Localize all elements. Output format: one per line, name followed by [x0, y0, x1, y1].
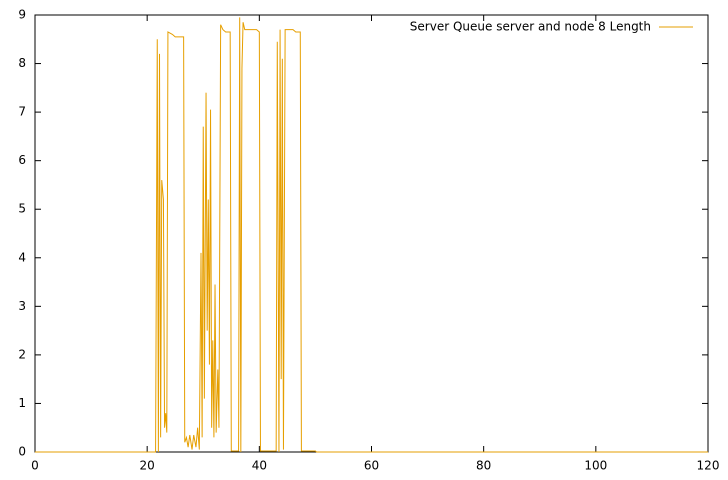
x-tick-label: 0 — [31, 459, 39, 473]
x-tick-label: 40 — [252, 459, 267, 473]
y-tick-label: 7 — [18, 105, 26, 119]
y-tick-label: 2 — [18, 347, 26, 361]
y-tick-label: 1 — [18, 396, 26, 410]
y-tick-label: 4 — [18, 250, 26, 264]
x-tick-label: 120 — [697, 459, 720, 473]
plot-border — [34, 14, 709, 453]
y-tick-label: 3 — [18, 299, 26, 313]
x-tick-label: 100 — [584, 459, 607, 473]
x-tick-label: 80 — [476, 459, 491, 473]
x-tick-label: 20 — [140, 459, 155, 473]
y-tick-label: 0 — [18, 445, 26, 459]
y-tick-label: 6 — [18, 153, 26, 167]
x-tick-label: 60 — [364, 459, 379, 473]
series-line — [35, 17, 708, 453]
y-tick-label: 5 — [18, 202, 26, 216]
y-tick-label: 8 — [18, 56, 26, 70]
legend-label: Server Queue server and node 8 Length — [410, 20, 651, 34]
y-tick-label: 9 — [18, 8, 26, 22]
